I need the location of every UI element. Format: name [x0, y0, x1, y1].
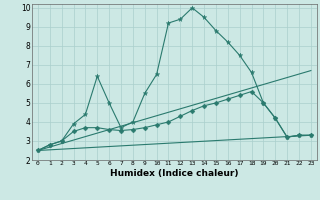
X-axis label: Humidex (Indice chaleur): Humidex (Indice chaleur) — [110, 169, 239, 178]
